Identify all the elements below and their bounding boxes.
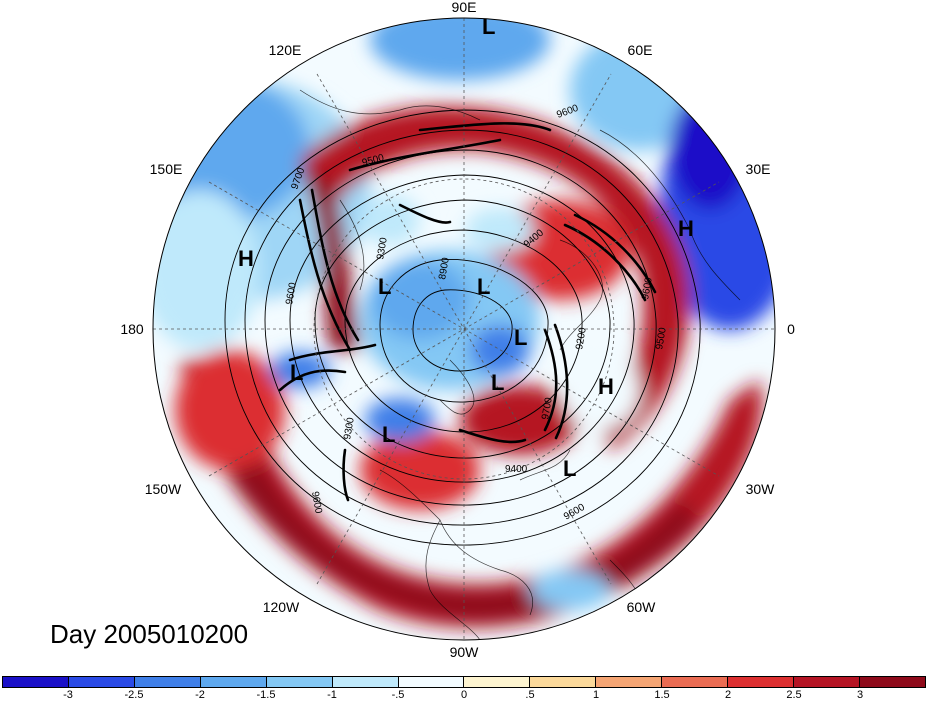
lat-lon-grid xyxy=(153,18,775,640)
jet-contours xyxy=(278,122,657,502)
colorbar-cell xyxy=(332,677,399,687)
colorbar-tick-label: 2 xyxy=(724,689,732,701)
low-pressure-marker: L xyxy=(290,360,303,385)
contour-label: 9700 xyxy=(540,396,555,420)
colorbar-tick-label: 2.5 xyxy=(786,689,802,701)
colorbar-cell xyxy=(398,677,465,687)
colorbar-cell xyxy=(530,677,597,687)
colorbar-cell xyxy=(68,677,135,687)
contour-label: 8900 xyxy=(437,256,452,280)
low-pressure-marker: L xyxy=(563,456,576,481)
low-pressure-marker: L xyxy=(482,14,495,39)
colorbar-tick-label: -2 xyxy=(195,689,205,701)
colorbar-cell xyxy=(464,677,531,687)
contour-label: 9600 xyxy=(309,491,324,515)
colorbar-cell xyxy=(596,677,663,687)
contour-label: 9300 xyxy=(375,236,390,260)
colorbar-tick-label: 1.5 xyxy=(654,689,670,701)
contour-label: 9600 xyxy=(284,281,299,305)
lon-label-150e: 150E xyxy=(150,161,183,177)
colorbar-tick-label: 1 xyxy=(592,689,600,701)
high-pressure-marker: H xyxy=(238,246,254,271)
colorbar-tick-label: -1.5 xyxy=(256,689,276,701)
colorbar-tick-label: -2.5 xyxy=(124,689,144,701)
high-pressure-marker: H xyxy=(598,374,614,399)
colorbar-tick-labels: -3 -2.5 -2 -1.5 -1 -.5 0 .5 1 1.5 2 2.5 3 xyxy=(2,689,926,702)
low-pressure-marker: L xyxy=(514,325,527,350)
lon-label-120w: 120W xyxy=(263,599,300,615)
map-boundary xyxy=(152,17,776,641)
low-pressure-marker: L xyxy=(378,274,391,299)
colorbar-tick-label: -3 xyxy=(63,689,73,701)
lon-label-180: 180 xyxy=(120,321,144,337)
lon-label-30e: 30E xyxy=(746,161,771,177)
colorbar-tick-label: -.5 xyxy=(391,689,405,701)
colorbar-cell xyxy=(3,677,69,687)
anomaly-field xyxy=(153,18,775,640)
contour-label: 9200 xyxy=(574,326,589,350)
colorbar-cell xyxy=(728,677,795,687)
colorbar-cell xyxy=(266,677,333,687)
contour-label: 9400 xyxy=(505,464,528,475)
colorbar-tick-label: 0 xyxy=(460,689,468,701)
colorbar-cell xyxy=(662,677,729,687)
lon-label-60e: 60E xyxy=(628,42,653,58)
pressure-systems: L H L L L L L L H L H xyxy=(238,14,694,481)
contour-label: 9600 xyxy=(640,276,655,300)
colorbar-tick-label: .5 xyxy=(525,689,535,701)
colorbar-tick-label: 3 xyxy=(856,689,864,701)
high-pressure-marker: H xyxy=(678,216,694,241)
colorbar-cell xyxy=(134,677,201,687)
low-pressure-marker: L xyxy=(477,274,490,299)
longitude-labels: 90E 60E 30E 0 30W 60W 90W 120W 150W 180 … xyxy=(120,0,795,660)
lon-label-90e: 90E xyxy=(452,0,477,15)
colorbar xyxy=(2,676,926,688)
contour-label: 9500 xyxy=(654,326,669,350)
lon-label-90w: 90W xyxy=(450,644,480,660)
colorbar-cell xyxy=(859,677,925,687)
day-title: Day 2005010200 xyxy=(50,619,249,649)
lon-label-150w: 150W xyxy=(145,481,182,497)
lon-label-30w: 30W xyxy=(746,481,776,497)
contour-label: 9300 xyxy=(342,416,357,440)
colorbar-cell xyxy=(200,677,267,687)
colorbar-cell xyxy=(794,677,860,687)
lon-label-120e: 120E xyxy=(269,42,302,58)
lon-label-0: 0 xyxy=(787,321,795,337)
colorbar-tick-label: -1 xyxy=(327,689,337,701)
lon-label-60w: 60W xyxy=(627,599,657,615)
low-pressure-marker: L xyxy=(491,370,504,395)
low-pressure-marker: L xyxy=(382,422,395,447)
